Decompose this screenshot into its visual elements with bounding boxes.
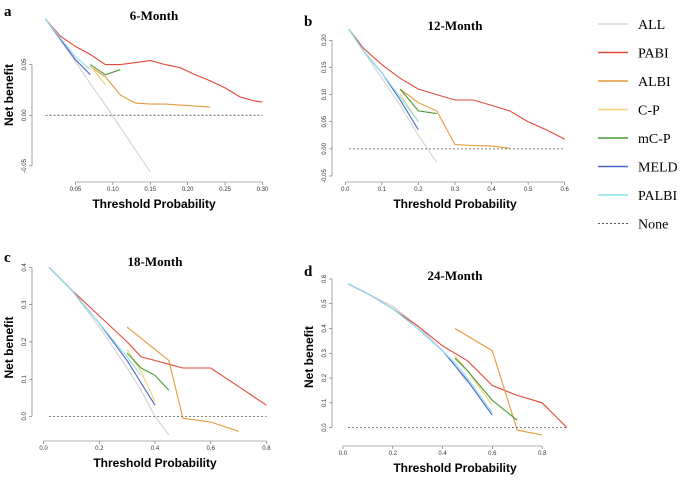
series-line xyxy=(90,64,121,76)
legend-label: PABI xyxy=(638,47,669,62)
y-tick-label: 0.5 xyxy=(322,299,328,308)
y-tick-label: -0.05 xyxy=(22,158,28,172)
y-tick-label: 0.05 xyxy=(322,115,328,127)
legend-label: PALBI xyxy=(638,189,678,204)
y-axis-label: Net benefit xyxy=(2,316,16,378)
legend-label: mC-P xyxy=(638,132,671,147)
x-tick-label: 0.3 xyxy=(451,187,460,193)
x-tick-label: 0.4 xyxy=(487,187,496,193)
legend-label: MELD xyxy=(638,161,678,176)
series-line xyxy=(126,349,156,402)
x-tick-label: 0.20 xyxy=(182,187,194,193)
panel-label: c xyxy=(4,250,11,266)
y-tick-label: 0.6 xyxy=(322,274,328,283)
y-tick-label: -0.05 xyxy=(322,169,328,183)
y-axis-label: Net benefit xyxy=(302,326,316,388)
x-tick-label: 0.8 xyxy=(262,446,271,452)
series-line xyxy=(48,267,142,376)
y-tick-label: 0.2 xyxy=(22,337,28,346)
panel-title: 24-Month xyxy=(428,268,484,283)
x-tick-label: 0.8 xyxy=(538,451,547,457)
panel-title: 12-Month xyxy=(428,18,484,33)
legend-label: ALBI xyxy=(638,75,671,90)
y-tick-label: 0.00 xyxy=(22,109,28,121)
y-tick-label: 0.1 xyxy=(22,374,28,383)
x-tick-label: 0.30 xyxy=(257,187,269,193)
x-tick-label: 0.0 xyxy=(339,451,348,457)
x-tick-label: 0.1 xyxy=(378,187,387,193)
y-axis-label: Net benefit xyxy=(2,64,16,126)
y-tick-label: 0.4 xyxy=(22,263,28,272)
y-tick-label: 0.0 xyxy=(322,423,328,432)
y-tick-label: 0.3 xyxy=(22,300,28,309)
x-tick-label: 0.2 xyxy=(95,446,104,452)
legend-label: C-P xyxy=(638,104,660,119)
series-line xyxy=(126,352,170,391)
series-line xyxy=(90,66,211,108)
series-line xyxy=(48,267,170,436)
y-tick-label: 0.20 xyxy=(322,34,328,46)
x-tick-label: 0.2 xyxy=(389,451,398,457)
y-tick-label: 0.4 xyxy=(322,324,328,333)
series-line xyxy=(45,18,91,71)
x-tick-label: 0.10 xyxy=(107,187,119,193)
x-axis-label: Threshold Probability xyxy=(93,456,217,470)
panel-label: b xyxy=(304,14,312,30)
x-tick-label: 0.25 xyxy=(219,187,231,193)
x-tick-label: 0.6 xyxy=(207,446,216,452)
x-tick-label: 0.15 xyxy=(144,187,156,193)
x-tick-label: 0.0 xyxy=(39,446,48,452)
legend-label: ALL xyxy=(638,18,665,33)
series-line xyxy=(45,18,263,103)
panel-label: d xyxy=(304,264,313,280)
x-axis-label: Threshold Probability xyxy=(92,197,216,211)
y-tick-label: 0.2 xyxy=(322,373,328,382)
panel-label: a xyxy=(4,4,12,20)
panel-title: 6-Month xyxy=(130,8,179,23)
y-tick-label: 0.10 xyxy=(322,88,328,100)
series-line xyxy=(347,283,468,384)
panel-title: 18-Month xyxy=(128,254,184,269)
legend-label: None xyxy=(638,218,668,233)
series-line xyxy=(454,357,518,421)
y-tick-label: 0.05 xyxy=(22,58,28,70)
x-tick-label: 0.4 xyxy=(151,446,160,452)
x-tick-label: 0.05 xyxy=(70,187,82,193)
series-line xyxy=(347,283,493,414)
series-line xyxy=(126,326,239,432)
x-axis-label: Threshold Probability xyxy=(393,197,517,211)
y-tick-label: 0.3 xyxy=(322,348,328,357)
series-line xyxy=(48,267,267,406)
x-tick-label: 0.6 xyxy=(488,451,497,457)
x-tick-label: 0.2 xyxy=(414,187,423,193)
series-line xyxy=(347,283,568,428)
x-tick-label: 0.6 xyxy=(561,187,570,193)
y-tick-label: 0.00 xyxy=(322,142,328,154)
x-tick-label: 0.4 xyxy=(438,451,447,457)
series-line xyxy=(399,88,510,149)
y-tick-label: 0.1 xyxy=(322,398,328,407)
y-tick-label: 0.0 xyxy=(22,412,28,421)
series-line xyxy=(399,88,437,115)
x-axis-label: Threshold Probability xyxy=(393,461,517,475)
series-line xyxy=(348,29,565,140)
series-line xyxy=(89,65,106,86)
series-line xyxy=(454,328,543,436)
series-line xyxy=(347,283,493,416)
x-tick-label: 0.0 xyxy=(341,187,350,193)
series-line xyxy=(45,18,151,173)
x-tick-label: 0.5 xyxy=(524,187,533,193)
y-tick-label: 0.15 xyxy=(322,61,328,73)
series-line xyxy=(348,29,419,123)
